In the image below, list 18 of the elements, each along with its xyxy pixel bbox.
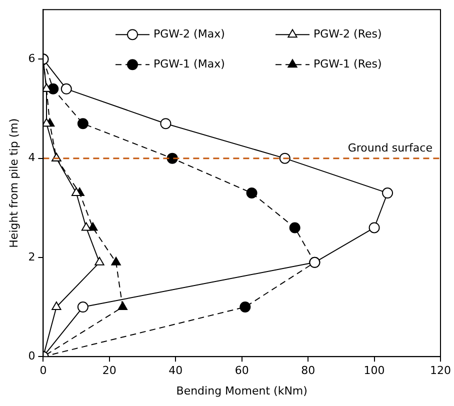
x-tick-label: 100 <box>364 364 385 378</box>
y-tick-label: 6 <box>28 52 36 66</box>
y-axis-title: Height from pile tip (m) <box>7 118 20 248</box>
x-tick-label: 80 <box>301 364 316 378</box>
legend-label: PGW-1 (Max) <box>154 57 225 70</box>
x-tick-label: 20 <box>102 364 116 378</box>
x-tick-label: 120 <box>430 364 451 378</box>
legend-label: PGW-2 (Res) <box>314 27 382 40</box>
y-tick-label: 4 <box>28 151 36 164</box>
x-tick-label: 0 <box>40 364 47 378</box>
y-tick-label: 2 <box>28 250 36 264</box>
x-tick-label: 40 <box>168 364 183 378</box>
legend-label: PGW-2 (Max) <box>154 27 225 40</box>
ref-line-label: Ground surface <box>348 142 433 155</box>
x-tick-label: 60 <box>234 364 249 378</box>
x-axis-title: Bending Moment (kNm) <box>176 384 308 398</box>
legend-label: PGW-1 (Res) <box>314 57 382 70</box>
y-tick-label: 0 <box>28 349 36 362</box>
